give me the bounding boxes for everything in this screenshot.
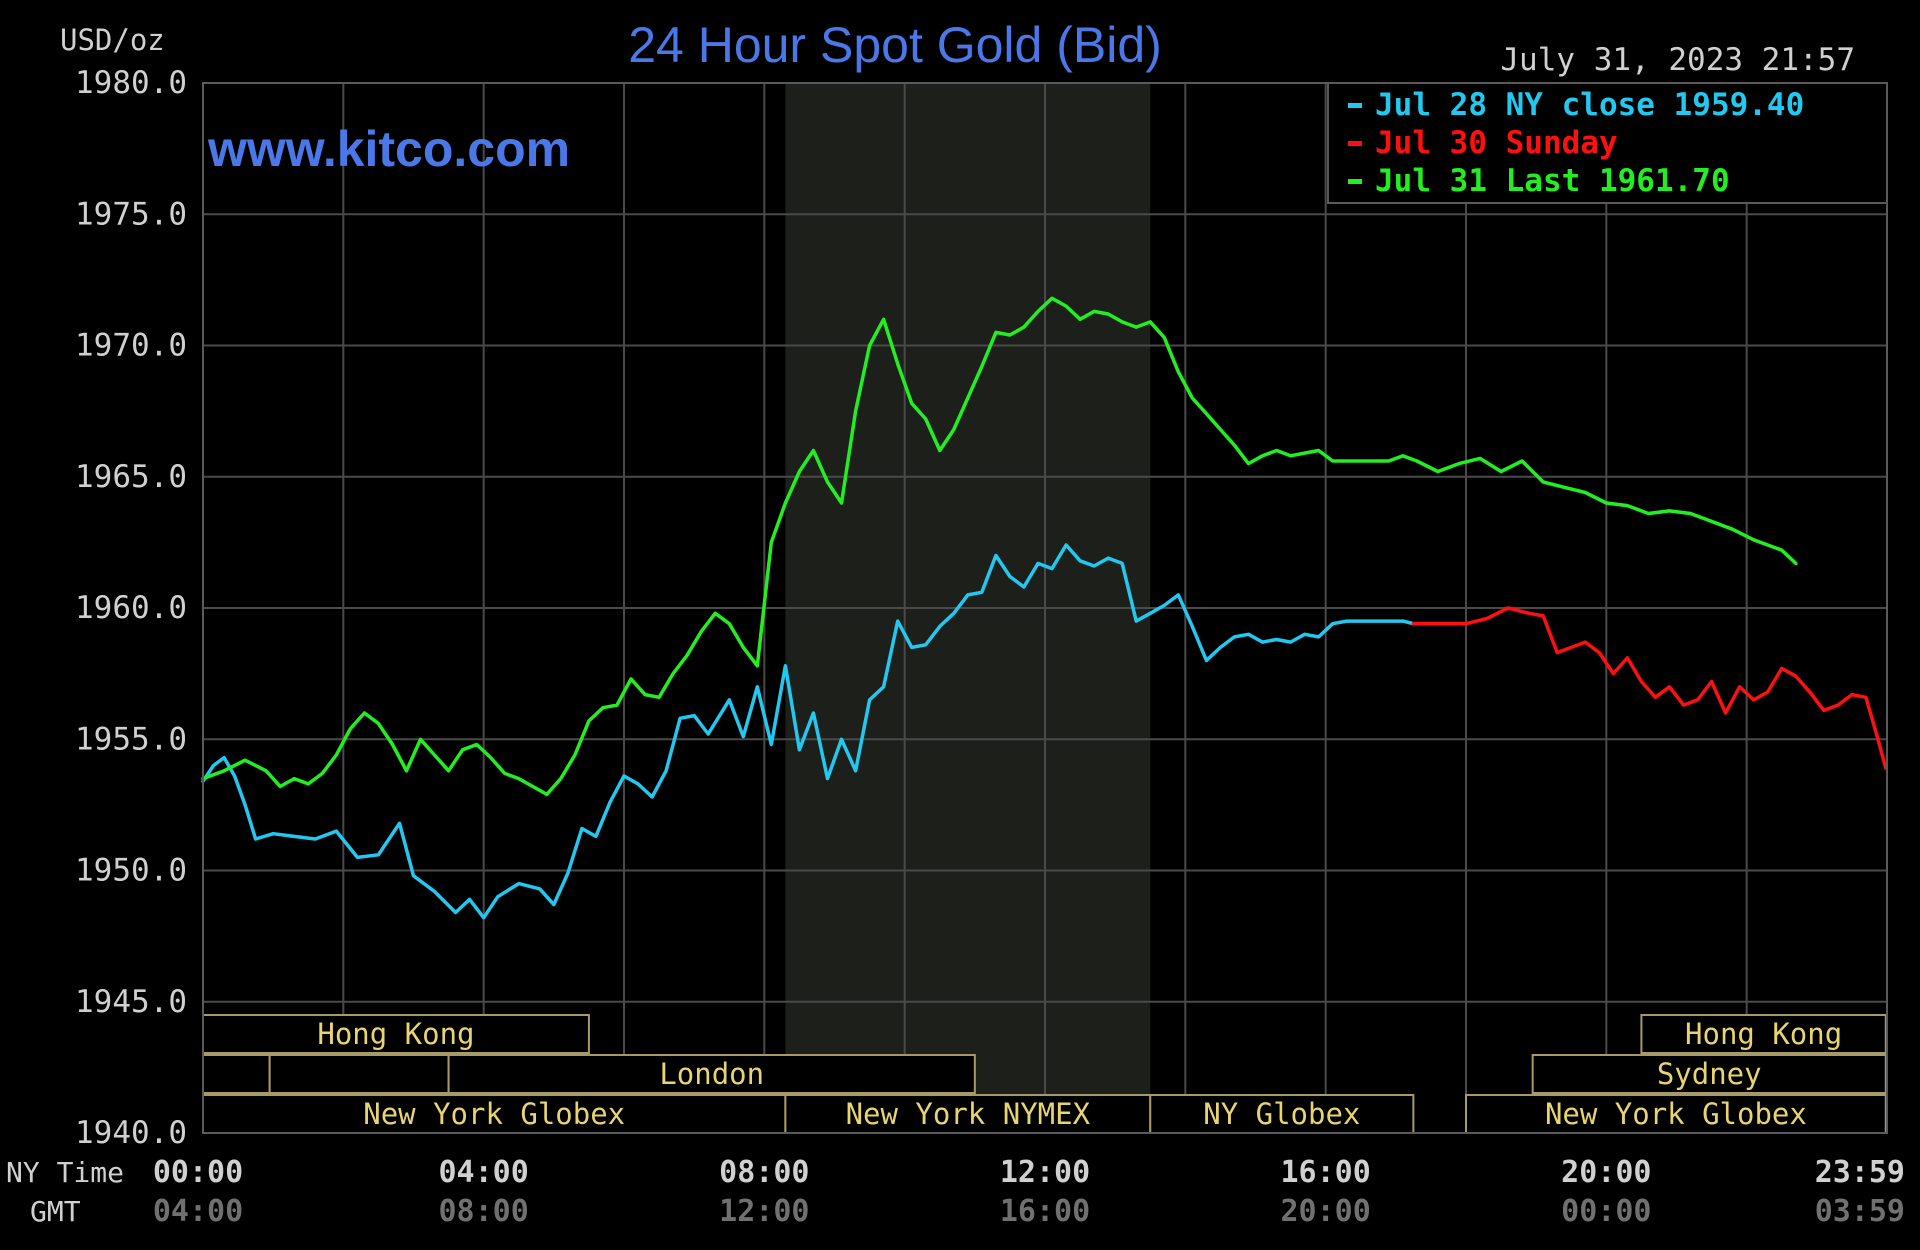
x-tick-label-gmt: 04:00 [153,1194,243,1229]
y-tick-label: 1980.0 [75,65,187,101]
y-tick-label: 1955.0 [75,721,187,757]
legend-swatch [1348,141,1362,146]
session-label: London [659,1057,764,1091]
legend-entry: Jul 31 Last 1961.70 [1375,163,1730,199]
x-row-label-ny: NY Time [6,1156,124,1189]
legend-box [1327,82,1888,204]
legend-swatch [1348,103,1362,108]
chart-title: 24 Hour Spot Gold (Bid) [628,17,1162,73]
series-line [201,543,1416,920]
session-bar [268,1054,450,1094]
legend-entry: Jul 28 NY close 1959.40 [1375,87,1804,123]
session-label: Hong Kong [1685,1017,1842,1051]
session-bar [1531,1054,1887,1094]
session-label: New York Globex [363,1097,625,1131]
x-tick-label-ny: 20:00 [1561,1155,1651,1190]
series-layer [201,296,1888,920]
series-line [201,296,1798,797]
x-tick-label-gmt: 12:00 [719,1194,809,1229]
plot-frame [202,82,1888,1134]
x-tick-label-gmt: 20:00 [1281,1194,1371,1229]
legend-entry: Jul 30 Sunday [1375,125,1618,161]
x-tick-label-ny: 16:00 [1281,1155,1371,1190]
session-bar [1465,1094,1887,1134]
y-tick-label: 1970.0 [75,328,187,364]
y-tick-label: 1975.0 [75,196,187,232]
session-bar [1640,1014,1887,1054]
session-label: Sydney [1657,1057,1762,1091]
session-label: NY Globex [1203,1097,1360,1131]
x-tick-label-gmt: 03:59 [1815,1194,1905,1229]
y-tick-label: 1940.0 [75,1115,187,1151]
x-tick-label-gmt: 00:00 [1561,1194,1651,1229]
legend-swatch [1348,179,1362,184]
watermark: www.kitco.com [207,121,570,177]
session-bar [202,1054,271,1094]
x-tick-label-gmt: 08:00 [439,1194,529,1229]
y-tick-label: 1945.0 [75,984,187,1020]
session-bar [447,1054,976,1094]
grid-layer [203,82,1887,1134]
labels-layer: 1940.0 1945.0 1950.0 1955.0 1960.0 1965.0 1970… [75,65,1905,1229]
x-tick-label-gmt: 16:00 [1000,1194,1090,1229]
sessions-layer: Hong Kong Hong Kong London Sydney New York G… [202,1014,1887,1134]
frame-layer [202,82,1888,1134]
x-tick-label-ny: 08:00 [719,1155,809,1190]
y-tick-label: 1965.0 [75,459,187,495]
session-label: Hong Kong [317,1017,474,1051]
timestamp: July 31, 2023 21:57 [1500,42,1855,78]
y-axis-unit: USD/oz [60,23,165,57]
x-row-label-gmt: GMT [30,1195,81,1228]
session-label: New York Globex [1545,1097,1807,1131]
x-tick-label-ny: 04:00 [439,1155,529,1190]
series-line [1411,606,1888,770]
x-tick-label-ny: 00:00 [153,1155,243,1190]
y-tick-label: 1950.0 [75,853,187,889]
session-label: New York NYMEX [846,1097,1091,1131]
x-tick-label-ny: 12:00 [1000,1155,1090,1190]
y-tick-label: 1960.0 [75,590,187,626]
x-tick-label-ny: 23:59 [1815,1155,1905,1190]
